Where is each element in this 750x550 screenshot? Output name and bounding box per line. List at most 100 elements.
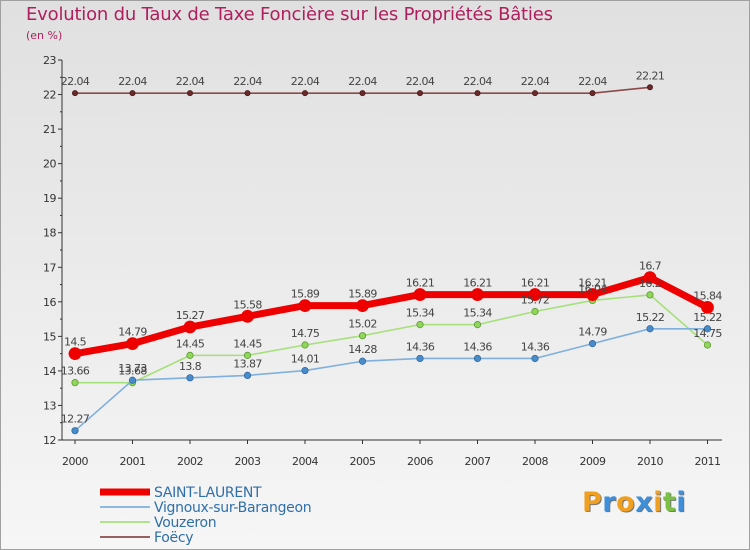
data-label: 22.04 (578, 75, 607, 88)
y-tick-label: 12 (43, 434, 56, 447)
data-label: 13.87 (233, 357, 262, 370)
data-point (301, 90, 308, 97)
data-label: 16.2 (639, 277, 661, 290)
legend-label: Vouzeron (154, 515, 216, 531)
logo-letter: P (582, 487, 603, 518)
data-label: 14.36 (521, 340, 550, 353)
data-label: 14.75 (291, 327, 320, 340)
y-tick-label: 17 (43, 261, 56, 274)
data-label: 15.22 (693, 311, 722, 324)
data-label: 16.7 (639, 260, 662, 273)
data-label: 15.72 (521, 293, 550, 306)
data-label: 14.36 (463, 340, 492, 353)
data-label: 13.73 (118, 362, 147, 375)
data-point (474, 90, 481, 97)
chart-title: Evolution du Taux de Taxe Foncière sur l… (26, 4, 553, 25)
y-tick-label: 22 (43, 89, 56, 102)
data-point (528, 288, 542, 301)
data-point (71, 427, 79, 435)
data-point (413, 288, 427, 301)
data-label: 14.28 (348, 343, 377, 356)
data-point (647, 84, 654, 91)
data-label: 22.04 (118, 75, 147, 88)
data-label: 16.04 (578, 282, 607, 295)
data-label: 22.04 (348, 75, 377, 88)
data-point (531, 354, 539, 363)
data-label: 16.21 (406, 277, 435, 290)
logo-letter: i (653, 487, 663, 518)
data-point (416, 321, 424, 329)
data-point (301, 366, 309, 375)
y-tick-label: 21 (43, 123, 56, 136)
data-point (186, 90, 193, 97)
chart-subtitle: (en %) (26, 29, 63, 42)
x-tick-label: 2010 (637, 455, 663, 468)
x-tick-label: 2000 (62, 455, 88, 468)
data-label: 22.21 (636, 69, 665, 82)
data-point (473, 321, 482, 329)
data-label: 13.8 (179, 360, 202, 373)
x-tick-label: 2011 (695, 455, 721, 468)
series-line-0 (74, 274, 710, 358)
data-label: 16.21 (521, 277, 550, 290)
data-point (183, 320, 197, 334)
data-label: 22.04 (176, 75, 205, 88)
data-label: 13.66 (61, 365, 90, 378)
data-point (473, 354, 482, 363)
data-point (358, 332, 367, 340)
data-point (703, 341, 712, 349)
x-tick-label: 2003 (235, 455, 261, 468)
data-label: 14.45 (233, 337, 262, 350)
y-tick-label: 19 (43, 192, 56, 205)
data-label: 14.75 (693, 327, 722, 340)
data-label: 14.36 (406, 340, 435, 353)
x-tick-label: 2009 (580, 455, 606, 468)
proxiti-logo: Proxiti (582, 487, 686, 518)
y-tick-label: 18 (43, 227, 56, 240)
data-point (72, 90, 79, 97)
data-label: 15.34 (463, 307, 492, 320)
x-tick-label: 2001 (120, 455, 146, 468)
data-point (471, 288, 484, 301)
data-point (358, 357, 367, 365)
data-point (301, 341, 309, 349)
logo-letter: o (616, 487, 636, 518)
data-label: 15.22 (636, 311, 665, 324)
data-label: 15.89 (291, 288, 320, 301)
data-label: 22.04 (233, 75, 262, 88)
data-point (298, 299, 312, 313)
data-label: 14.45 (176, 337, 205, 350)
x-tick-label: 2004 (292, 455, 318, 468)
y-tick-label: 23 (43, 54, 56, 67)
logo-letter: x (635, 487, 654, 518)
data-point (244, 90, 251, 97)
y-tick-label: 14 (43, 365, 56, 378)
data-point (703, 325, 712, 333)
data-label: 16.21 (463, 277, 492, 290)
x-tick-label: 2005 (350, 455, 376, 468)
x-tick-label: 2002 (177, 455, 203, 468)
data-point (646, 325, 654, 333)
data-label: 22.04 (521, 75, 550, 88)
data-label: 15.89 (348, 288, 377, 301)
data-label: 16.21 (578, 277, 607, 290)
data-point (129, 90, 136, 97)
data-point (68, 347, 82, 361)
x-tick-label: 2008 (522, 455, 548, 468)
data-point (532, 90, 539, 97)
y-tick-label: 16 (43, 296, 56, 309)
data-point (71, 379, 79, 387)
data-point (186, 351, 194, 359)
logo-letter: r (602, 487, 617, 518)
x-tick-label: 2006 (407, 455, 433, 468)
data-point (531, 307, 539, 316)
data-label: 14.5 (64, 336, 87, 349)
y-tick-label: 15 (43, 330, 56, 343)
y-tick-label: 20 (43, 158, 56, 171)
data-label: 22.04 (61, 75, 90, 88)
legend-label: Vignoux-sur-Barangeon (154, 500, 311, 516)
data-label: 22.04 (463, 75, 492, 88)
data-point (643, 271, 657, 285)
